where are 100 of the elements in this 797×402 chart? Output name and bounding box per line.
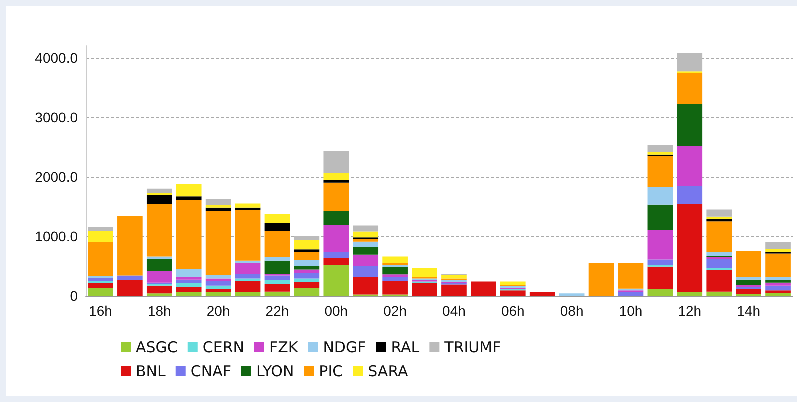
bar — [766, 286, 791, 291]
bar — [648, 266, 674, 290]
bar — [618, 263, 644, 289]
bar — [677, 292, 703, 296]
bar — [206, 198, 232, 206]
bar — [706, 270, 732, 292]
bar — [353, 226, 379, 232]
bar — [382, 281, 408, 295]
bar — [471, 282, 496, 296]
bar — [677, 204, 703, 292]
y-tick-label: 4000.0 — [35, 50, 78, 66]
bar — [294, 282, 320, 288]
bar — [206, 275, 232, 279]
x-tick-label: 14h — [737, 303, 760, 319]
bar — [264, 276, 290, 281]
bar — [294, 252, 320, 260]
bar — [146, 188, 172, 194]
bar — [648, 187, 674, 205]
bar — [736, 251, 762, 278]
bar — [235, 278, 261, 282]
x-tick-label: 12h — [678, 303, 702, 319]
bar — [206, 292, 232, 296]
bar — [264, 292, 290, 296]
bar — [618, 292, 644, 296]
bar — [235, 274, 261, 279]
bar — [176, 200, 202, 270]
bar — [264, 280, 290, 284]
bar — [146, 271, 172, 283]
bar — [648, 289, 674, 296]
y-tick-label: 1000.0 — [35, 228, 78, 244]
legend-label: LYON — [256, 362, 294, 380]
bar — [206, 289, 232, 292]
bar — [324, 151, 350, 174]
legend-label: SARA — [368, 362, 410, 380]
x-tick-label: 22h — [266, 303, 290, 319]
bar — [176, 292, 202, 296]
x-tick-label: 04h — [442, 303, 466, 319]
bar — [235, 204, 261, 208]
legend-label: PIC — [319, 362, 344, 380]
bar — [588, 263, 614, 296]
bar — [264, 284, 290, 292]
bar — [176, 284, 202, 288]
bar — [353, 247, 379, 255]
bar — [294, 260, 320, 266]
x-tick-label: 08h — [560, 303, 584, 319]
bar — [206, 208, 232, 212]
bar — [294, 270, 320, 274]
bar — [766, 276, 791, 281]
bar — [235, 260, 261, 264]
legend-label: FZK — [269, 338, 300, 356]
bar — [766, 242, 791, 249]
bar — [353, 276, 379, 295]
bar — [206, 286, 232, 290]
legend-label: CERN — [202, 338, 244, 356]
bar — [353, 232, 379, 238]
bar — [648, 156, 674, 188]
legend-label: CNAF — [190, 362, 232, 380]
bar — [677, 146, 703, 186]
bar — [235, 263, 261, 274]
bar — [706, 259, 732, 268]
bar — [677, 186, 703, 204]
bar — [176, 196, 202, 200]
bar — [264, 257, 290, 261]
bar — [324, 225, 350, 252]
bar — [766, 248, 791, 253]
legend-label: NDGF — [323, 338, 366, 356]
bar — [324, 265, 350, 296]
bar — [88, 226, 114, 232]
bar — [324, 182, 350, 212]
x-tick-label: 02h — [384, 303, 407, 319]
bar — [206, 281, 232, 286]
bar — [324, 258, 350, 266]
x-tick-label: 18h — [148, 303, 172, 319]
y-tick-label: 2000.0 — [35, 168, 78, 185]
bar — [206, 211, 232, 276]
bar — [88, 231, 114, 242]
bar — [648, 260, 674, 266]
bar — [235, 281, 261, 292]
bar — [736, 289, 762, 294]
bar — [353, 266, 379, 277]
bar — [412, 284, 438, 296]
bar — [324, 173, 350, 181]
bar — [353, 254, 379, 266]
bar — [88, 288, 114, 296]
bar — [146, 195, 172, 204]
x-tick-label: 20h — [206, 303, 230, 319]
bar — [706, 222, 732, 253]
bar — [88, 242, 114, 276]
bar — [442, 284, 467, 296]
bar — [176, 184, 202, 197]
bar — [264, 231, 290, 258]
legend-label: RAL — [391, 338, 420, 356]
bar — [530, 292, 556, 296]
bar — [766, 290, 791, 294]
bar — [118, 280, 143, 296]
bar — [677, 73, 703, 104]
bar — [677, 104, 703, 146]
bar — [706, 219, 732, 222]
bar — [324, 211, 350, 226]
bar — [442, 275, 467, 279]
